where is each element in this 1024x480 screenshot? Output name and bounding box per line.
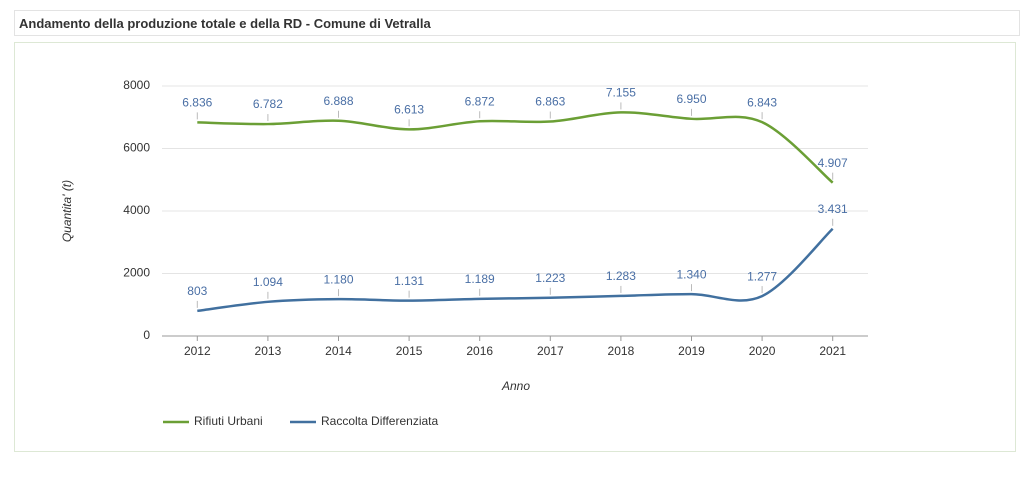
x-tick-label: 2013 [255,344,282,358]
data-label: 1.277 [747,269,777,283]
data-label: 6.843 [747,95,777,109]
x-tick-label: 2018 [608,344,635,358]
data-label: 803 [187,284,207,298]
data-label: 6.888 [323,94,353,108]
x-tick-label: 2014 [325,344,352,358]
data-label: 3.431 [818,202,848,216]
data-label: 6.950 [676,92,706,106]
data-label: 1.189 [465,272,495,286]
y-axis-label: Quantita' (t) [60,180,74,242]
data-label: 6.613 [394,103,424,117]
y-tick-label: 4000 [123,203,150,217]
data-label: 1.340 [676,267,706,281]
data-label: 6.863 [535,95,565,109]
series-line [197,227,834,313]
x-tick-label: 2016 [466,344,493,358]
y-tick-label: 2000 [123,266,150,280]
legend-label: Rifiuti Urbani [194,414,263,428]
title-box: Andamento della produzione totale e dell… [14,10,1020,36]
y-tick-label: 6000 [123,141,150,155]
y-tick-label: 8000 [123,78,150,92]
x-tick-label: 2015 [396,344,423,358]
data-label: 6.782 [253,97,283,111]
chart-title: Andamento della produzione totale e dell… [19,16,431,31]
data-label: 1.180 [323,272,353,286]
data-label: 6.836 [182,96,212,110]
chart-panel [14,42,1016,452]
legend-label: Raccolta Differenziata [321,414,438,428]
x-tick-label: 2020 [749,344,776,358]
x-tick-label: 2012 [184,344,211,358]
data-label: 1.131 [394,274,424,288]
x-axis-label: Anno [501,379,530,393]
data-label: 6.872 [465,94,495,108]
x-tick-label: 2021 [819,344,846,358]
x-tick-label: 2019 [678,344,705,358]
x-tick-label: 2017 [537,344,564,358]
data-label: 1.223 [535,271,565,285]
series-line [197,111,834,184]
data-label: 1.094 [253,275,283,289]
data-label: 7.155 [606,86,636,100]
data-label: 4.907 [818,156,848,170]
y-tick-label: 0 [143,328,150,342]
data-label: 1.283 [606,269,636,283]
